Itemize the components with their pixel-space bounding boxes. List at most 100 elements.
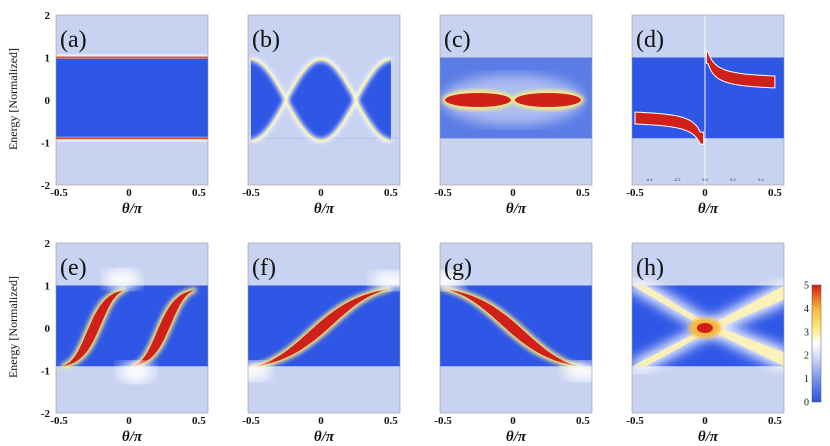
x-axis-label: θ/π: [122, 201, 143, 217]
band-edge-line-1: [250, 58, 391, 142]
panel-frame: [631, 14, 785, 186]
x-tick-label: 0: [318, 187, 324, 199]
x-tick-label: 0: [126, 187, 132, 199]
y-axis-label-top: Energy [Normalized]: [6, 48, 20, 150]
state-lens-1: [514, 93, 581, 107]
x-tick-label: -0.5: [626, 187, 644, 199]
band-edge-top-line: [56, 56, 208, 59]
state-lens-0: [445, 93, 511, 107]
colorbar-gradient: [811, 284, 822, 403]
colorbar: 5 4 3 2 1 0: [804, 281, 822, 409]
x-tick-label: 0: [318, 415, 324, 427]
edge-glow-end: [370, 271, 411, 290]
x-tick-label: -0.5: [50, 415, 68, 427]
y-tick-label: -2: [41, 180, 51, 192]
x-tick-label: 0.5: [192, 187, 206, 199]
band-edge-line-0: [250, 58, 391, 142]
edge-glow-1: [117, 362, 154, 383]
x-tick-label: 0.5: [576, 415, 590, 427]
x-tick-label: 0.5: [768, 415, 782, 427]
y-tick-label: 1: [45, 53, 51, 65]
x-tick-label: -0.5: [434, 187, 452, 199]
state-curve-0: [443, 288, 583, 367]
band-region: [56, 57, 208, 139]
edge-glow-start: [562, 362, 603, 381]
panel-g: (g) -0.5 0 0.5 θ/π: [423, 242, 603, 445]
band-oscillating: [251, 59, 391, 141]
panel-frame: [55, 14, 209, 186]
panel-label: (h): [636, 255, 664, 281]
state-branch-left: [634, 111, 705, 145]
x-tick-label: 0.5: [384, 187, 398, 199]
state-branch-right: [705, 50, 776, 89]
x-axis-label: θ/π: [698, 201, 719, 217]
panel-frame: [439, 242, 593, 414]
panel-label: (f): [252, 255, 276, 281]
state-curve-1: [131, 289, 197, 367]
x-tick-label: 0.5: [192, 415, 206, 427]
colorbar-tick-label: 1: [804, 374, 809, 385]
x-tick-label: 0: [126, 415, 132, 427]
x-tick-label: 0: [510, 415, 516, 427]
colorbar-tick-label: 0: [804, 398, 809, 409]
panel-f: (f) -0.5 0 0.5 θ/π: [231, 242, 411, 445]
x-tick-label: 0: [510, 187, 516, 199]
edge-glow-0: [103, 269, 140, 290]
x-tick-label: 0.5: [576, 187, 590, 199]
y-tick-label: 0: [45, 323, 51, 335]
panel-frame: [247, 242, 401, 414]
x-axis-label: θ/π: [506, 429, 527, 445]
y-tick-label: 2: [45, 10, 51, 22]
inner-tick-label: 0.0: [702, 177, 708, 182]
x-tick-label: -0.5: [50, 187, 68, 199]
x-axis-label: θ/π: [314, 201, 335, 217]
panel-frame: [439, 14, 593, 186]
x-axis-label: θ/π: [314, 429, 335, 445]
colorbar-tick-label: 3: [804, 327, 809, 338]
x-tick-label: 0.5: [384, 415, 398, 427]
colorbar-tick-label: 5: [804, 281, 809, 292]
panel-frame: [631, 242, 785, 414]
panel-label: (b): [252, 27, 280, 53]
crossing-spot: [696, 323, 713, 333]
y-tick-label: -1: [41, 138, 50, 150]
y-tick-label: -2: [41, 408, 51, 420]
x-tick-label: 0: [702, 415, 708, 427]
panel-e: (e) -0.5 0 0.5 θ/π 2 1 0 -1 -2: [41, 238, 209, 445]
y-tick-label: -1: [41, 366, 50, 378]
x-axis-label: θ/π: [506, 201, 527, 217]
panel-frame: [55, 242, 209, 414]
y-tick-label: 0: [45, 95, 51, 107]
inner-tick-label: -0.2: [674, 177, 682, 182]
inner-tick-label: -0.4: [646, 177, 654, 182]
inner-tick-label: 0.4: [758, 177, 764, 182]
edge-glow-start: [231, 362, 272, 381]
state-curve-0: [251, 288, 391, 367]
y-tick-label: 2: [45, 238, 51, 250]
x-tick-label: -0.5: [434, 415, 452, 427]
x-tick-label: -0.5: [242, 415, 260, 427]
y-tick-label: 1: [45, 281, 51, 293]
band-edge-bottom-line: [56, 137, 208, 140]
colorbar-tick-label: 2: [804, 351, 809, 362]
panel-frame: [247, 14, 401, 186]
edge-glow-end: [423, 271, 464, 290]
inner-tick-label: 0.2: [730, 177, 736, 182]
panel-label: (d): [636, 27, 664, 53]
state-curve-0: [61, 289, 127, 367]
panel-label: (g): [444, 255, 472, 281]
panel-label: (a): [60, 27, 87, 53]
panel-h: (h) -0.5 0 0.5 θ/π: [617, 242, 788, 445]
panel-label: (c): [444, 27, 471, 53]
x-tick-label: -0.5: [626, 415, 644, 427]
panel-c: (c) -0.5 0 0.5 θ/π: [434, 14, 593, 217]
panel-d: -0.4 -0.2 0.0 0.2 0.4 (d) -0.5 0 0.5 θ/π: [626, 14, 785, 217]
band-region: [632, 57, 784, 139]
x-axis-label: θ/π: [698, 429, 719, 445]
x-tick-label: 0: [702, 187, 708, 199]
panel-label: (e): [60, 255, 87, 281]
x-axis-label: θ/π: [122, 429, 143, 445]
y-axis-label-bottom: Energy [Normalized]: [6, 276, 20, 378]
panel-b: (b) -0.5 0 0.5 θ/π: [242, 14, 401, 217]
